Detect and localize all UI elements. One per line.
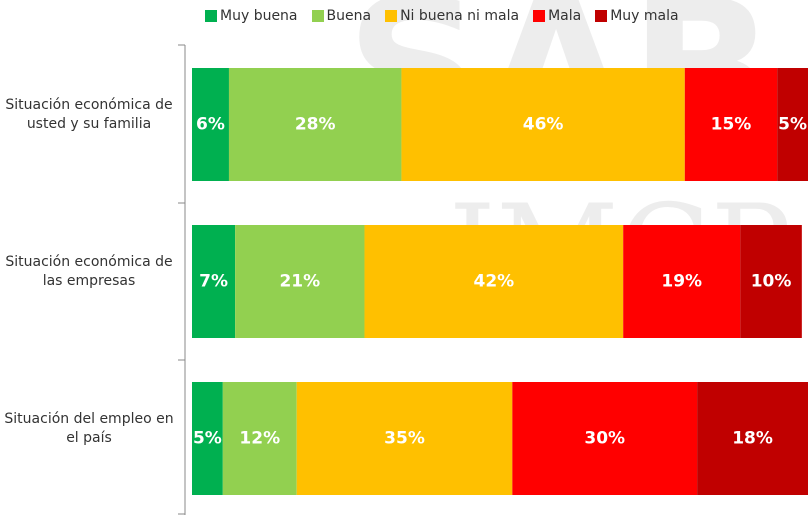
legend-item: Muy mala	[595, 8, 679, 24]
data-label: 7%	[199, 272, 228, 292]
legend-label: Ni buena ni mala	[400, 8, 520, 24]
data-label: 6%	[196, 115, 225, 135]
legend-item: Muy buena	[205, 8, 298, 24]
category-label: Situación económica de las empresas	[5, 253, 173, 289]
legend-label: Muy buena	[220, 8, 298, 24]
category-label: Situación económica de usted y su famili…	[5, 96, 173, 132]
bar-segment	[740, 225, 802, 338]
bar-segment	[697, 382, 808, 495]
data-label: 28%	[295, 115, 336, 135]
bar-segment	[228, 68, 402, 181]
legend-item: Mala	[533, 8, 581, 24]
bar-segment	[296, 382, 513, 495]
bar-segment	[623, 225, 741, 338]
data-label: 5%	[193, 429, 222, 449]
data-label: 18%	[732, 429, 773, 449]
bar-segment	[192, 225, 236, 338]
bar-segment	[192, 382, 223, 495]
data-label: 42%	[473, 272, 514, 292]
legend-item: Ni buena ni mala	[385, 8, 519, 24]
bar-segment	[192, 68, 229, 181]
bar-segment	[684, 68, 778, 181]
data-label: 12%	[239, 429, 280, 449]
data-label: 10%	[751, 272, 792, 292]
data-label: 21%	[279, 272, 320, 292]
legend-swatch	[533, 10, 546, 22]
category-label: Situación del empleo en el país	[4, 410, 174, 446]
data-label: 35%	[384, 429, 425, 449]
data-label: 15%	[711, 115, 752, 135]
data-label: 46%	[523, 115, 564, 135]
legend-label: Mala	[548, 8, 582, 24]
legend-item: Buena	[311, 8, 372, 24]
legend-swatch	[595, 10, 608, 22]
legend-swatch	[385, 10, 398, 22]
bar-segment	[777, 68, 808, 181]
legend-swatch	[311, 10, 324, 22]
data-label: 30%	[584, 429, 625, 449]
legend: Muy buena Buena Ni buena ni mala Mala Muy ma…	[205, 8, 679, 24]
data-label: 19%	[661, 272, 702, 292]
bar-segment	[512, 382, 698, 495]
bar-segment	[364, 225, 624, 338]
data-label: 5%	[778, 115, 807, 135]
legend-swatch	[205, 10, 217, 22]
bar-segment	[222, 382, 297, 495]
legend-label: Muy mala	[610, 8, 679, 24]
legend-label: Buena	[326, 8, 372, 24]
bar-segment	[401, 68, 685, 181]
bar-segment	[235, 225, 365, 338]
